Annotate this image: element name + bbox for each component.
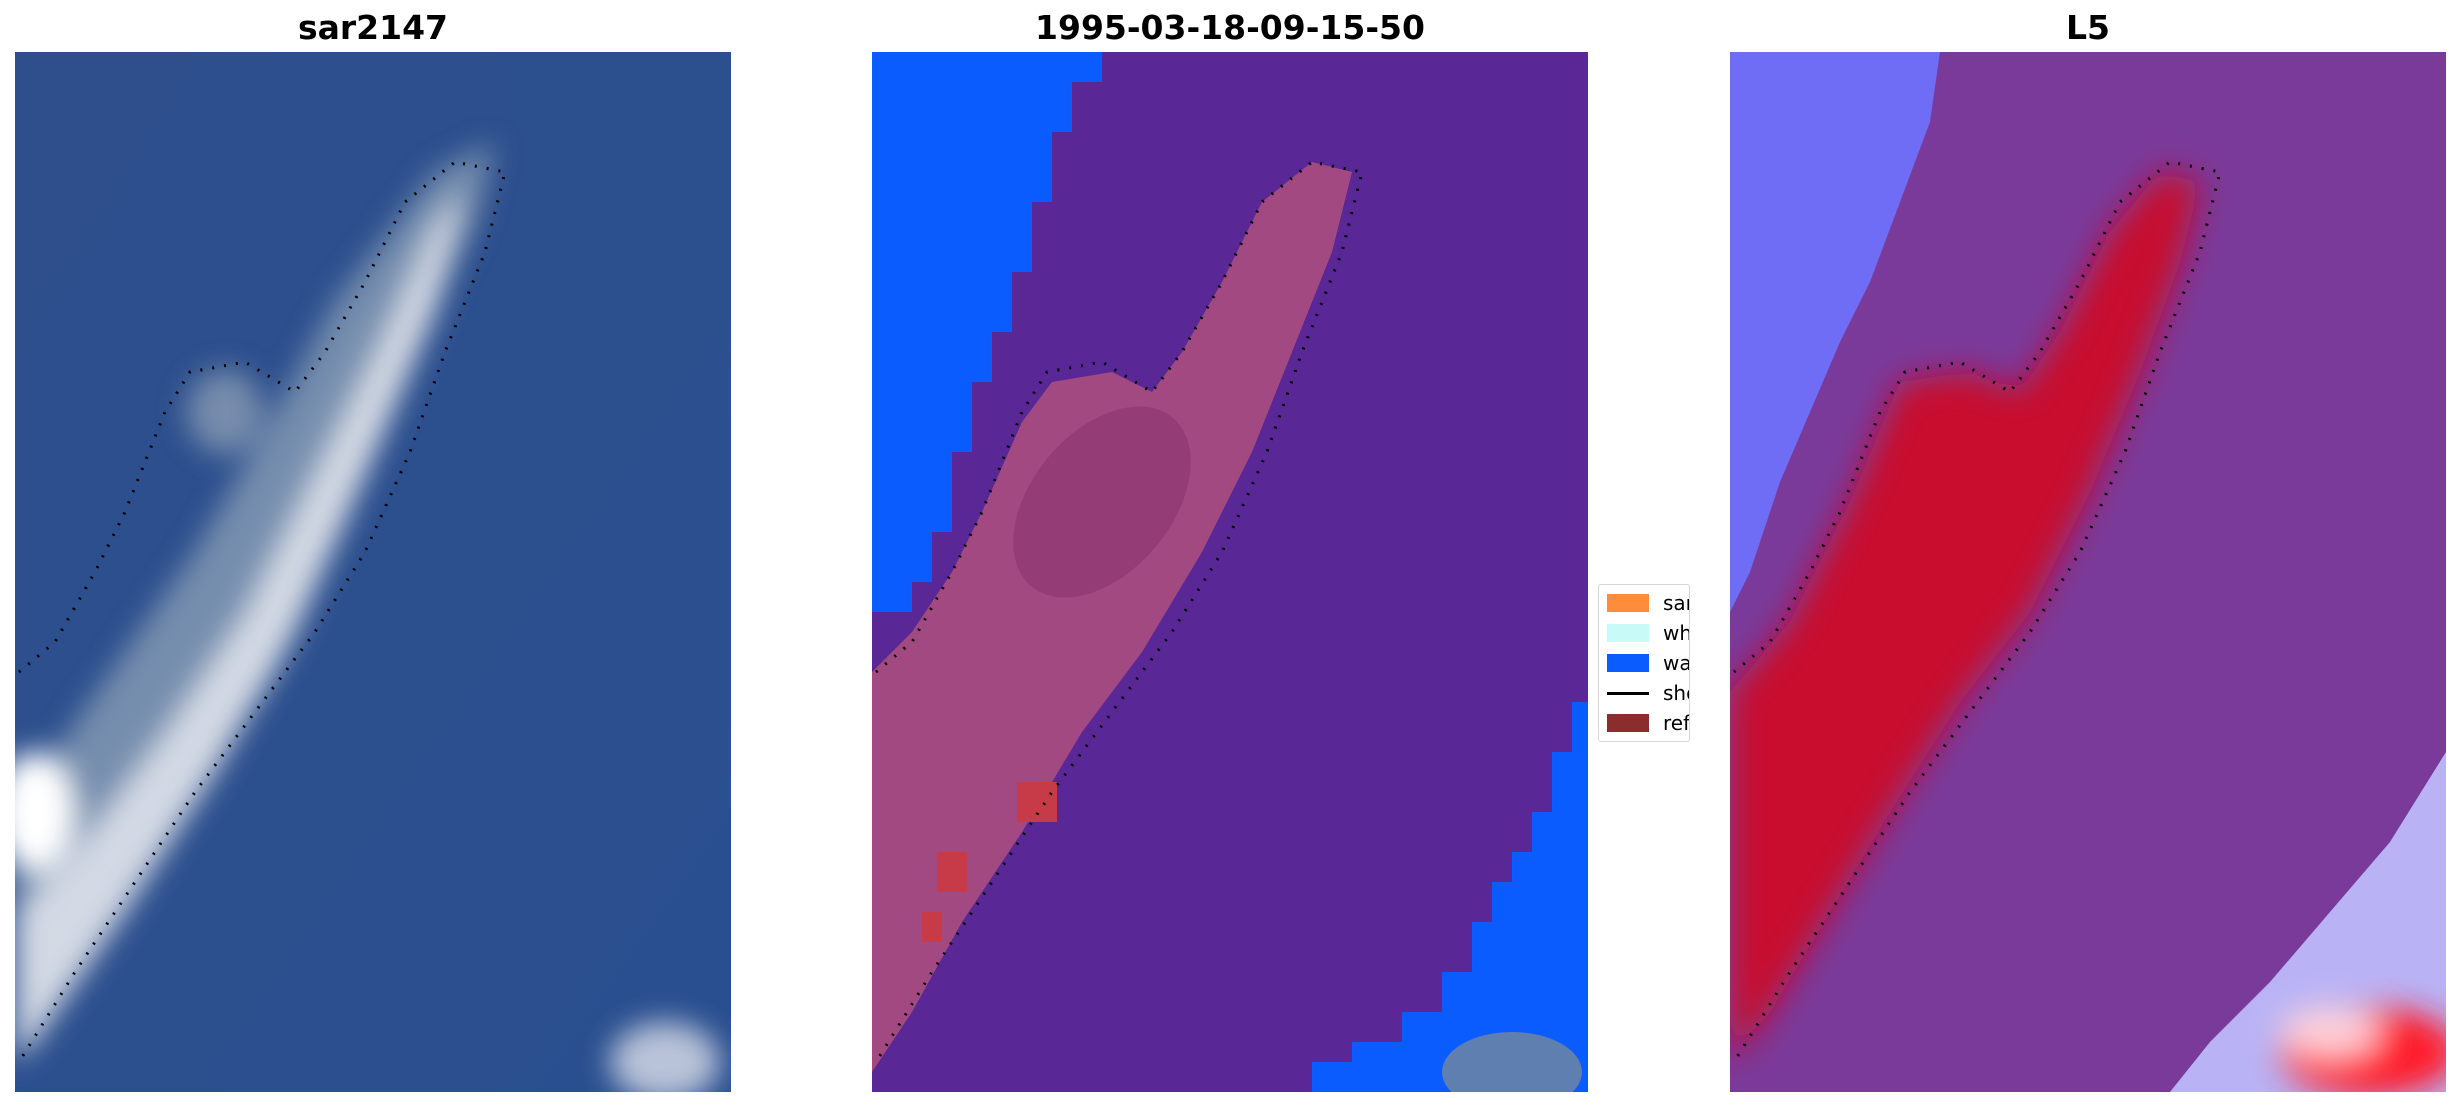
panel-title-l5: L5	[2066, 8, 2110, 47]
classified-image	[872, 52, 1588, 1092]
rgb-image	[15, 52, 731, 1092]
legend-item-whitewater: whitewater	[1607, 621, 1690, 645]
panel-title-classified: 1995-03-18-09-15-50	[1035, 8, 1425, 47]
panel-title-rgb: sar2147	[297, 8, 449, 47]
legend-item-shoreline: shoreline	[1607, 681, 1689, 705]
legend-swatch-whitewater	[1607, 624, 1649, 642]
legend-swatch-sand	[1607, 594, 1649, 612]
l5-image	[1730, 52, 2446, 1092]
legend-item-water: water	[1607, 651, 1690, 675]
classified-image-svg	[872, 52, 1588, 1092]
legend-swatch-reference	[1607, 714, 1649, 732]
legend-swatch-water	[1607, 654, 1649, 672]
legend-item-reference: reference	[1607, 711, 1690, 735]
legend-item-sand: sand	[1607, 591, 1689, 615]
legend-label: reference	[1663, 711, 1690, 735]
legend-label: water	[1663, 651, 1690, 675]
legend-label: sand	[1663, 591, 1689, 615]
legend-label: whitewater	[1663, 621, 1690, 645]
l5-image-svg	[1730, 52, 2446, 1092]
legend-swatch-shoreline	[1607, 684, 1649, 702]
legend: sand whitewater water shoreline referenc…	[1598, 584, 1690, 742]
rgb-image-svg	[15, 52, 731, 1092]
legend-label: shoreline	[1663, 681, 1689, 705]
